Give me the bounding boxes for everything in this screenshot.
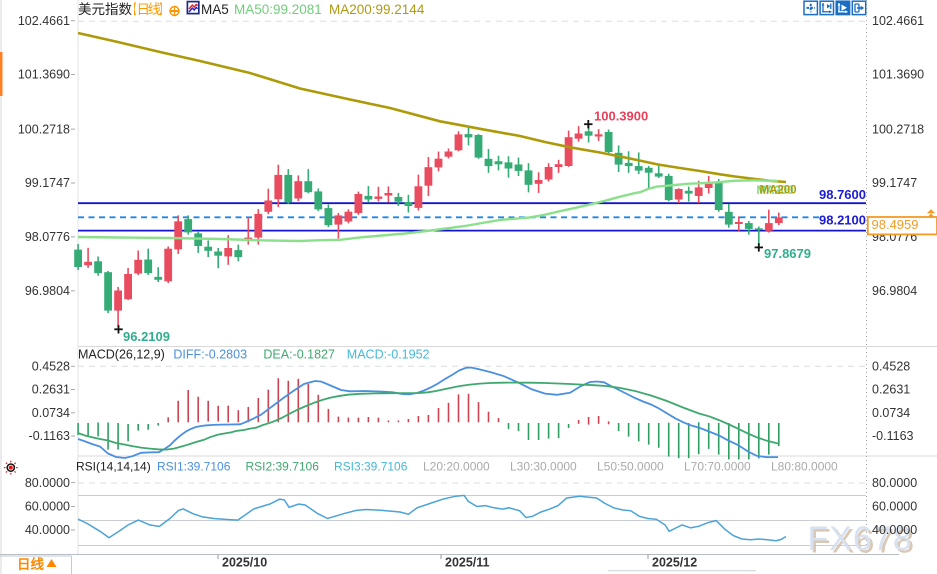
svg-text:DIFF:-0.2803: DIFF:-0.2803 <box>173 348 247 362</box>
svg-text:MACD:-0.1952: MACD:-0.1952 <box>347 348 430 362</box>
svg-text:101.3690: 101.3690 <box>872 68 924 82</box>
svg-text:FX678: FX678 <box>808 520 913 558</box>
svg-text:RSI(14,14,14): RSI(14,14,14) <box>76 460 151 474</box>
svg-text:99.1747: 99.1747 <box>872 176 917 190</box>
svg-text:MA200: MA200 <box>757 185 794 197</box>
svg-text:80.0000: 80.0000 <box>872 476 917 490</box>
svg-text:101.3690: 101.3690 <box>18 68 70 82</box>
svg-text:97.8679: 97.8679 <box>764 246 811 261</box>
svg-text:L50:50.0000: L50:50.0000 <box>597 460 664 474</box>
svg-text:0.0734: 0.0734 <box>872 406 910 420</box>
svg-text:99.1747: 99.1747 <box>25 176 70 190</box>
svg-text:RSI3:39.7106: RSI3:39.7106 <box>334 460 408 474</box>
svg-text:美元指数: 美元指数 <box>78 2 132 17</box>
svg-text:98.7600: 98.7600 <box>819 187 866 202</box>
svg-text:FX678: FX678 <box>810 523 915 561</box>
svg-text:100.2718: 100.2718 <box>872 122 924 136</box>
svg-text:MA200:99.2144: MA200:99.2144 <box>329 2 425 17</box>
svg-text:2025/10: 2025/10 <box>222 556 267 570</box>
svg-text:40.0000: 40.0000 <box>25 523 70 537</box>
svg-text:MA5: MA5 <box>201 2 229 17</box>
svg-text:102.4661: 102.4661 <box>18 14 70 28</box>
svg-text:L80:80.0000: L80:80.0000 <box>771 460 838 474</box>
svg-text:MA50:99.2081: MA50:99.2081 <box>234 2 322 17</box>
svg-text:【: 【 <box>130 3 137 18</box>
svg-text:96.9804: 96.9804 <box>25 284 70 298</box>
svg-text:96.9804: 96.9804 <box>872 284 917 298</box>
svg-text:MA200: MA200 <box>760 184 797 196</box>
svg-text:40.0000: 40.0000 <box>872 523 917 537</box>
svg-text:80.0000: 80.0000 <box>25 476 70 490</box>
svg-text:日线: 日线 <box>17 556 44 572</box>
svg-text:DEA:-0.1827: DEA:-0.1827 <box>263 348 335 362</box>
svg-text:】: 】 <box>160 3 167 18</box>
svg-text:RSI1:39.7106: RSI1:39.7106 <box>157 460 231 474</box>
svg-text:0.4528: 0.4528 <box>872 360 910 374</box>
svg-text:MACD(26,12,9): MACD(26,12,9) <box>78 348 165 362</box>
svg-text:102.4661: 102.4661 <box>872 14 924 28</box>
svg-text:-0.1163: -0.1163 <box>29 429 71 443</box>
svg-text:60.0000: 60.0000 <box>25 500 70 514</box>
svg-text:-0.1163: -0.1163 <box>872 429 914 443</box>
svg-text:98.2100: 98.2100 <box>819 213 866 228</box>
svg-text:100.3900: 100.3900 <box>594 109 648 124</box>
svg-text:L70:70.0000: L70:70.0000 <box>684 460 751 474</box>
svg-text:2025/11: 2025/11 <box>445 556 490 570</box>
svg-text:98.0776: 98.0776 <box>25 230 70 244</box>
svg-text:2025/12: 2025/12 <box>652 556 697 570</box>
svg-text:RSI2:39.7106: RSI2:39.7106 <box>246 460 320 474</box>
svg-text:0.0734: 0.0734 <box>32 406 70 420</box>
svg-text:日线: 日线 <box>137 2 161 17</box>
svg-text:0.2631: 0.2631 <box>32 383 70 397</box>
svg-text:0.2631: 0.2631 <box>872 383 910 397</box>
svg-text:98.4959: 98.4959 <box>872 217 919 232</box>
svg-text:L30:30.0000: L30:30.0000 <box>510 460 577 474</box>
svg-text:L20:20.0000: L20:20.0000 <box>423 460 490 474</box>
svg-text:100.2718: 100.2718 <box>18 122 70 136</box>
svg-text:60.0000: 60.0000 <box>872 500 917 514</box>
svg-text:0.4528: 0.4528 <box>32 360 70 374</box>
svg-text:96.2109: 96.2109 <box>123 329 170 344</box>
